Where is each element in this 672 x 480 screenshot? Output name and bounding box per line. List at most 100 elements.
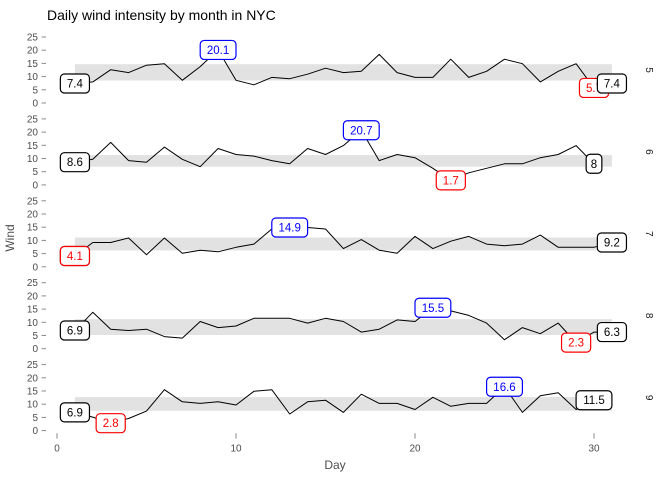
y-tick-label: 15 [27,223,39,234]
band-month-6 [74,155,612,167]
y-tick-label: 0 [32,426,38,437]
wind-line-month-8 [74,307,612,344]
label-box-last [596,321,628,343]
x-axis: 0 10 20 30 [54,433,600,455]
label-box-last [596,73,628,94]
x-tick-label: 0 [54,444,60,455]
label-last-month-6: 8 [585,153,603,174]
label-text-last: 7.4 [604,78,621,90]
label-last-month-5: 7.4 [596,73,628,94]
label-text-max: 20.1 [207,45,229,57]
label-box-min [560,332,592,353]
y-tick-label: 25 [27,278,39,289]
facet-strip-label-9: 9 [643,395,654,401]
label-text-min: 1.7 [443,175,459,187]
y-tick-label: 20 [27,128,39,139]
band-month-8 [74,319,612,335]
y-axis-title: Wind [3,224,17,251]
label-box-min [435,170,466,191]
label-box-last [585,153,603,174]
facet-strip-label-8: 8 [643,313,654,319]
label-first-month-6: 8.6 [59,152,91,173]
label-text-first: 6.9 [67,407,83,419]
y-tick-label: 5 [32,413,38,424]
wind-line-month-6 [74,129,595,181]
wind-line-month-5 [74,49,613,89]
y-tick-label: 20 [27,210,39,221]
y-tick-label: 10 [27,318,39,329]
label-last-month-9: 11.5 [575,390,613,411]
label-last-month-8: 6.3 [596,321,628,343]
y-tick-label: 5 [32,331,38,342]
y-tick-label: 0 [32,99,38,110]
label-text-max: 16.6 [493,382,515,394]
chart-title: Daily wind intensity by month in NYC [47,7,276,23]
x-tick-label: 10 [230,444,242,455]
label-box-max [342,120,380,141]
facet-panel-month-5: 0 5 10 15 20 25 5 [27,33,654,110]
label-box-min [59,245,91,267]
y-tick-label: 10 [27,236,39,247]
label-box-first [59,320,91,341]
label-text-max: 15.5 [422,303,444,315]
y-tick-label: 15 [27,387,39,398]
wind-line-month-7 [74,227,613,257]
point-labels: 7.420.15.77.48.620.71.784.114.94.19.26.9… [59,39,628,434]
label-text-last: 9.2 [604,238,620,250]
y-tick-label: 20 [27,46,39,57]
y-tick-label: 25 [27,114,39,125]
label-min-month-7: 4.1 [59,245,91,267]
y-tick-label: 0 [32,180,38,191]
label-max-month-9: 16.6 [486,376,524,397]
label-text-first: 7.4 [67,78,84,90]
y-tick-label: 0 [32,262,38,273]
y-tick-label: 15 [27,141,39,152]
label-max-month-6: 20.7 [342,120,380,141]
y-tick-label: 5 [32,167,38,178]
label-text-min: 2.3 [568,338,584,350]
y-tick-label: 25 [27,33,39,44]
y-tick-label: 5 [32,249,38,260]
facet-panel-month-8: 0 5 10 15 20 25 8 [27,278,654,355]
label-max-month-8: 15.5 [414,297,452,318]
y-tick-label: 10 [27,72,39,83]
label-box-max [486,376,524,397]
band-month-9 [74,397,612,411]
label-box-max [414,297,452,318]
facet-strip-label-7: 7 [643,231,654,237]
y-tick-label: 0 [32,344,38,355]
label-max-month-7: 14.9 [271,217,309,238]
y-tick-label: 15 [27,305,39,316]
label-text-last: 8 [591,159,597,171]
label-text-max: 20.7 [350,125,372,137]
label-box-first [59,402,91,423]
label-box-first [59,73,91,94]
label-text-first: 8.6 [67,157,83,169]
label-box-last [575,390,613,411]
label-box-max [271,217,309,238]
label-first-month-5: 7.4 [59,73,91,94]
label-text-min: 4.1 [67,251,83,263]
label-max-month-5: 20.1 [199,39,237,61]
label-text-min: 2.8 [103,418,119,430]
x-axis-title: Day [324,458,345,472]
facet-strip-label-6: 6 [643,149,654,155]
label-box-first [59,152,91,173]
y-tick-label: 20 [27,291,39,302]
y-tick-label: 25 [27,360,39,371]
label-first-month-9: 6.9 [59,402,91,423]
label-box-last [596,232,628,253]
facet-strip-label-5: 5 [643,67,654,73]
facet-panel-month-7: 0 5 10 15 20 25 7 [27,196,654,273]
x-tick-label: 30 [588,444,600,455]
label-text-last: 6.3 [604,327,620,339]
y-tick-label: 5 [32,85,38,96]
label-min-month-9: 2.8 [95,413,126,434]
label-min-month-8: 2.3 [560,332,592,353]
x-tick-label: 20 [409,444,421,455]
y-tick-label: 25 [27,196,39,207]
label-box-max [199,39,237,61]
label-text-last: 11.5 [583,395,605,407]
